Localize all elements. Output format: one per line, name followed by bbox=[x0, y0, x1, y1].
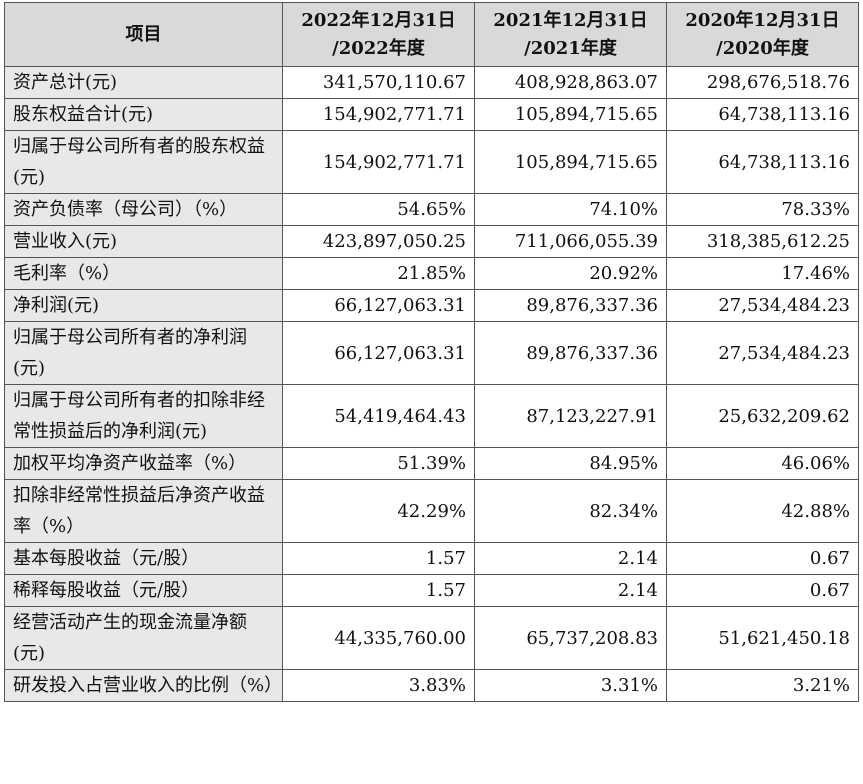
value-2021: 20.92% bbox=[474, 257, 667, 290]
value-2020: 0.67 bbox=[666, 542, 859, 575]
financial-summary-table: 项目 2022年12月31日 /2022年度 2021年12月31日 /2021… bbox=[4, 2, 859, 702]
header-2021: 2021年12月31日 /2021年度 bbox=[474, 2, 667, 67]
table-row: 研发投入占营业收入的比例（%） 3.83% 3.31% 3.21% bbox=[4, 669, 859, 702]
row-label: 稀释每股收益（元/股） bbox=[4, 574, 283, 607]
value-2022: 341,570,110.67 bbox=[282, 66, 475, 99]
table-row: 归属于母公司所有者的股东权益(元) 154,902,771.71 105,894,7… bbox=[4, 130, 859, 194]
table-header: 项目 2022年12月31日 /2022年度 2021年12月31日 /2021… bbox=[4, 2, 859, 67]
table-row: 资产总计(元) 341,570,110.67 408,928,863.07 298,6… bbox=[4, 66, 859, 99]
value-2022: 1.57 bbox=[282, 574, 475, 607]
header-2021-date: 2021年12月31日 bbox=[493, 9, 648, 31]
row-label: 归属于母公司所有者的净利润(元) bbox=[4, 321, 283, 385]
value-2021: 105,894,715.65 bbox=[474, 98, 667, 131]
value-2022: 66,127,063.31 bbox=[282, 289, 475, 322]
value-2020: 27,534,484.23 bbox=[666, 289, 859, 322]
value-2020: 17.46% bbox=[666, 257, 859, 290]
value-2020: 0.67 bbox=[666, 574, 859, 607]
table-row: 股东权益合计(元) 154,902,771.71 105,894,715.65 64,… bbox=[4, 98, 859, 131]
value-2020: 298,676,518.76 bbox=[666, 66, 859, 99]
header-2022-date: 2022年12月31日 bbox=[301, 9, 456, 31]
value-2021: 65,737,208.83 bbox=[474, 606, 667, 670]
value-2021: 74.10% bbox=[474, 193, 667, 226]
value-2020: 64,738,113.16 bbox=[666, 130, 859, 194]
row-label: 营业收入(元) bbox=[4, 225, 283, 258]
row-label: 资产总计(元) bbox=[4, 66, 283, 99]
table-row: 毛利率（%） 21.85% 20.92% 17.46% bbox=[4, 257, 859, 290]
table-row: 营业收入(元) 423,897,050.25 711,066,055.39 318,3… bbox=[4, 225, 859, 258]
value-2022: 154,902,771.71 bbox=[282, 130, 475, 194]
value-2020: 42.88% bbox=[666, 479, 859, 543]
header-2022-period: /2022年度 bbox=[332, 37, 425, 59]
value-2022: 42.29% bbox=[282, 479, 475, 543]
table-row: 基本每股收益（元/股） 1.57 2.14 0.67 bbox=[4, 542, 859, 575]
value-2020: 78.33% bbox=[666, 193, 859, 226]
value-2022: 154,902,771.71 bbox=[282, 98, 475, 131]
value-2022: 44,335,760.00 bbox=[282, 606, 475, 670]
row-label: 扣除非经常性损益后净资产收益率（%） bbox=[4, 479, 283, 543]
value-2022: 3.83% bbox=[282, 669, 475, 702]
header-2020-period: /2020年度 bbox=[716, 37, 809, 59]
value-2022: 21.85% bbox=[282, 257, 475, 290]
value-2020: 64,738,113.16 bbox=[666, 98, 859, 131]
table-row: 扣除非经常性损益后净资产收益率（%） 42.29% 82.34% 42.88% bbox=[4, 479, 859, 543]
header-item-label: 项目 bbox=[125, 23, 162, 45]
value-2020: 318,385,612.25 bbox=[666, 225, 859, 258]
value-2020: 46.06% bbox=[666, 447, 859, 480]
header-2021-period: /2021年度 bbox=[524, 37, 617, 59]
table-row: 净利润(元) 66,127,063.31 89,876,337.36 27,534,4… bbox=[4, 289, 859, 322]
row-label: 归属于母公司所有者的扣除非经常性损益后的净利润(元) bbox=[4, 384, 283, 448]
header-2022: 2022年12月31日 /2022年度 bbox=[282, 2, 475, 67]
value-2020: 51,621,450.18 bbox=[666, 606, 859, 670]
table-row: 稀释每股收益（元/股） 1.57 2.14 0.67 bbox=[4, 574, 859, 607]
row-label: 研发投入占营业收入的比例（%） bbox=[4, 669, 283, 702]
table-row: 加权平均净资产收益率（%） 51.39% 84.95% 46.06% bbox=[4, 447, 859, 480]
row-label: 经营活动产生的现金流量净额(元) bbox=[4, 606, 283, 670]
value-2022: 54.65% bbox=[282, 193, 475, 226]
value-2021: 711,066,055.39 bbox=[474, 225, 667, 258]
value-2022: 423,897,050.25 bbox=[282, 225, 475, 258]
row-label: 加权平均净资产收益率（%） bbox=[4, 447, 283, 480]
table-row: 归属于母公司所有者的净利润(元) 66,127,063.31 89,876,337.… bbox=[4, 321, 859, 385]
row-label: 归属于母公司所有者的股东权益(元) bbox=[4, 130, 283, 194]
value-2022: 1.57 bbox=[282, 542, 475, 575]
value-2020: 25,632,209.62 bbox=[666, 384, 859, 448]
value-2021: 105,894,715.65 bbox=[474, 130, 667, 194]
table-row: 资产负债率（母公司）（%） 54.65% 74.10% 78.33% bbox=[4, 193, 859, 226]
row-label: 毛利率（%） bbox=[4, 257, 283, 290]
header-row: 项目 2022年12月31日 /2022年度 2021年12月31日 /2021… bbox=[4, 2, 859, 67]
row-label: 基本每股收益（元/股） bbox=[4, 542, 283, 575]
value-2021: 2.14 bbox=[474, 574, 667, 607]
value-2020: 27,534,484.23 bbox=[666, 321, 859, 385]
header-2020-date: 2020年12月31日 bbox=[685, 9, 840, 31]
value-2021: 408,928,863.07 bbox=[474, 66, 667, 99]
table-row: 经营活动产生的现金流量净额(元) 44,335,760.00 65,737,208.… bbox=[4, 606, 859, 670]
table-body: 资产总计(元) 341,570,110.67 408,928,863.07 298,6… bbox=[4, 66, 859, 702]
value-2022: 54,419,464.43 bbox=[282, 384, 475, 448]
value-2021: 84.95% bbox=[474, 447, 667, 480]
value-2021: 89,876,337.36 bbox=[474, 321, 667, 385]
value-2021: 82.34% bbox=[474, 479, 667, 543]
financial-table-container: 项目 2022年12月31日 /2022年度 2021年12月31日 /2021… bbox=[4, 2, 859, 702]
row-label: 净利润(元) bbox=[4, 289, 283, 322]
value-2021: 89,876,337.36 bbox=[474, 289, 667, 322]
value-2021: 2.14 bbox=[474, 542, 667, 575]
header-item: 项目 bbox=[4, 2, 283, 67]
value-2020: 3.21% bbox=[666, 669, 859, 702]
value-2022: 66,127,063.31 bbox=[282, 321, 475, 385]
value-2021: 87,123,227.91 bbox=[474, 384, 667, 448]
value-2022: 51.39% bbox=[282, 447, 475, 480]
value-2021: 3.31% bbox=[474, 669, 667, 702]
row-label: 股东权益合计(元) bbox=[4, 98, 283, 131]
header-2020: 2020年12月31日 /2020年度 bbox=[666, 2, 859, 67]
table-row: 归属于母公司所有者的扣除非经常性损益后的净利润(元) 54,419,464.43 8… bbox=[4, 384, 859, 448]
row-label: 资产负债率（母公司）（%） bbox=[4, 193, 283, 226]
